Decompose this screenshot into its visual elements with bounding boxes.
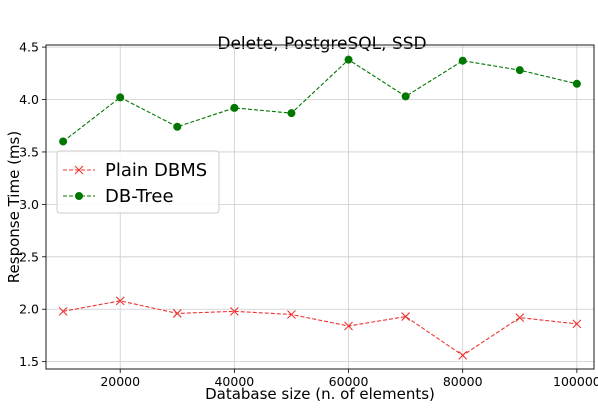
marker-stroke <box>229 306 239 316</box>
legend-item-plain-dbms: Plain DBMS <box>63 160 207 181</box>
marker-stroke <box>515 313 525 323</box>
marker-stroke <box>401 312 411 321</box>
x-tick-label: 100000 <box>553 374 598 389</box>
y-tick-label: 4.0 <box>19 92 39 107</box>
data-point-db-tree <box>572 79 581 88</box>
x-tick-label: 60000 <box>329 374 369 389</box>
plot-frame <box>45 44 595 370</box>
legend-swatch-marker <box>75 192 83 200</box>
series-plain-dbms <box>58 296 582 360</box>
series-line-db-tree <box>62 58 578 142</box>
legend-item-db-tree: DB-Tree <box>63 186 174 207</box>
data-point-plain-dbms <box>401 312 411 321</box>
data-point-db-tree <box>344 55 353 64</box>
data-point-plain-dbms <box>572 319 582 329</box>
data-point-plain-dbms <box>172 309 182 318</box>
data-point-db-tree <box>287 109 296 118</box>
x-tick-label: 40000 <box>214 374 254 389</box>
data-point-plain-dbms <box>287 310 296 319</box>
y-tick-label: 2.0 <box>19 302 39 317</box>
data-point-plain-dbms <box>458 350 468 360</box>
data-point-db-tree <box>230 103 239 112</box>
marker-stroke <box>74 165 84 175</box>
y-tick-label: 2.5 <box>19 249 39 264</box>
x-tick-label: 80000 <box>443 374 483 389</box>
data-point-db-tree <box>173 122 182 131</box>
data-point-db-tree <box>401 92 410 101</box>
marker-stroke <box>115 296 125 306</box>
y-axis-label: Response Time (ms) <box>5 131 23 283</box>
marker-stroke <box>458 350 468 360</box>
legend: Plain DBMS DB-Tree <box>56 150 220 214</box>
legend-label: DB-Tree <box>105 186 174 207</box>
data-point-db-tree <box>116 93 125 102</box>
series-db-tree <box>59 55 581 146</box>
grid <box>46 45 594 369</box>
data-point-plain-dbms <box>115 296 125 306</box>
y-tick-label: 1.5 <box>19 354 39 369</box>
x-axis-label: Database size (n. of elements) <box>205 385 435 403</box>
data-point-plain-dbms <box>58 306 68 316</box>
y-tick-label: 3.5 <box>19 144 39 159</box>
ticks: 20000 40000 60000 80000 100000 1.5 2.0 2.5 3.0 3.… <box>19 40 598 389</box>
series-line-plain-dbms <box>63 300 577 357</box>
data-point-db-tree <box>59 137 68 146</box>
marker-stroke <box>58 306 68 316</box>
legend-swatch-marker <box>74 165 84 175</box>
chart-title: Delete, PostgreSQL, SSD <box>217 34 426 54</box>
data-point-db-tree <box>458 56 467 65</box>
marker-stroke <box>287 310 296 319</box>
y-tick-label: 4.5 <box>19 40 39 55</box>
data-point-plain-dbms <box>229 306 239 316</box>
y-tick-label: 3.0 <box>19 197 39 212</box>
marker-stroke <box>572 319 582 329</box>
legend-box <box>56 150 220 214</box>
marker-stroke <box>344 321 353 331</box>
marker-stroke <box>172 309 182 318</box>
data-point-plain-dbms <box>344 321 353 331</box>
series-layer <box>58 55 582 360</box>
data-point-plain-dbms <box>515 313 525 323</box>
legend-label: Plain DBMS <box>105 160 207 181</box>
data-point-db-tree <box>515 66 524 75</box>
x-tick-label: 20000 <box>100 374 140 389</box>
